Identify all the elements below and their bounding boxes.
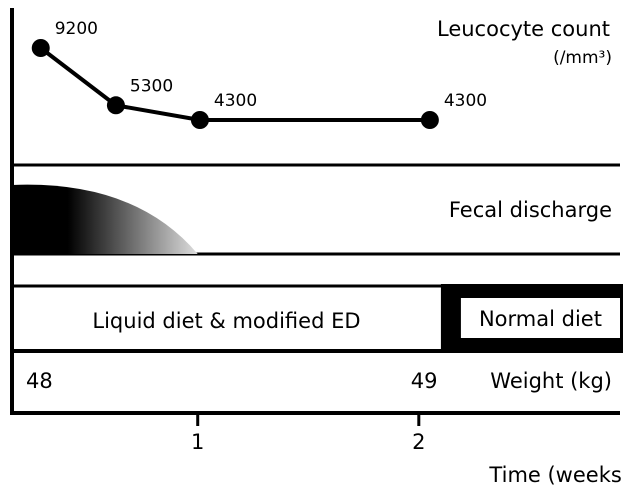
fecal-area (12, 184, 198, 254)
value-label: 4300 (444, 91, 487, 111)
point (190, 111, 209, 129)
x-tick-label: 2 (412, 430, 425, 454)
diet-label: Normal diet (479, 307, 602, 331)
weight-value: 49 (411, 369, 438, 393)
point (420, 111, 439, 129)
point (106, 96, 125, 115)
value-label: 5300 (130, 76, 173, 96)
chart-title: Leucocyte count (437, 17, 610, 41)
diet-label: Liquid diet & modified ED (92, 309, 360, 333)
value-label: 9200 (55, 19, 98, 39)
weight-label: Weight (kg) (490, 369, 612, 393)
value-label: 4300 (214, 91, 257, 111)
weight-value: 48 (26, 369, 53, 393)
line (39, 46, 430, 122)
unit: (/mm³) (553, 48, 612, 68)
fecal-label: Fecal discharge (449, 198, 612, 222)
x-axis-label: Time (weeks) (488, 463, 623, 487)
point (31, 39, 50, 57)
normal-diet-box (460, 298, 620, 338)
x-tick-label: 1 (191, 430, 204, 454)
